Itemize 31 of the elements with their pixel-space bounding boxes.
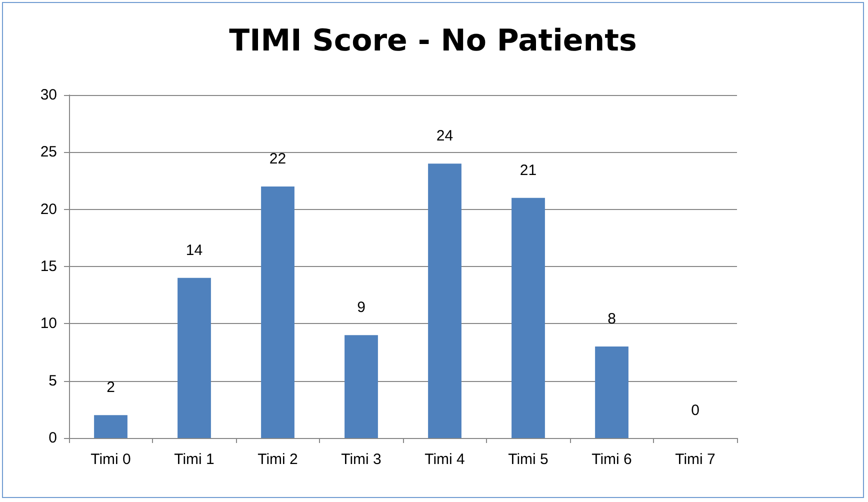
data-label: 21 (520, 162, 537, 179)
y-tick-label: 5 (48, 372, 57, 390)
bar (344, 335, 378, 438)
bar (428, 164, 462, 438)
y-tick-label: 10 (40, 315, 57, 332)
x-tick-label: Timi 3 (341, 451, 382, 468)
chart-title: TIMI Score - No Patients (229, 24, 637, 58)
data-label: 0 (691, 402, 700, 419)
data-label: 14 (186, 242, 203, 259)
data-label: 24 (436, 128, 454, 145)
x-tick-label: Timi 6 (592, 451, 632, 468)
data-label: 22 (269, 150, 286, 168)
x-tick-label: Timi 7 (675, 451, 716, 468)
bar (178, 278, 211, 438)
y-tick-label: 25 (40, 144, 57, 161)
bar (512, 198, 545, 438)
y-tick-label: 20 (40, 200, 57, 218)
x-tick-label: Timi 4 (424, 451, 465, 468)
bar (261, 186, 294, 438)
bar (595, 346, 628, 438)
bar (94, 415, 128, 438)
data-label: 8 (608, 310, 616, 328)
y-tick-label: 0 (48, 430, 57, 446)
x-tick-label: Timi 0 (90, 451, 131, 468)
data-label: 2 (106, 379, 115, 396)
y-tick-label: 30 (40, 86, 57, 104)
x-tick-label: Timi 1 (174, 451, 214, 468)
y-tick-label: 15 (40, 258, 57, 275)
data-label: 9 (357, 299, 366, 316)
x-tick-label: Timi 5 (508, 451, 548, 468)
x-tick-label: Timi 2 (258, 451, 298, 468)
